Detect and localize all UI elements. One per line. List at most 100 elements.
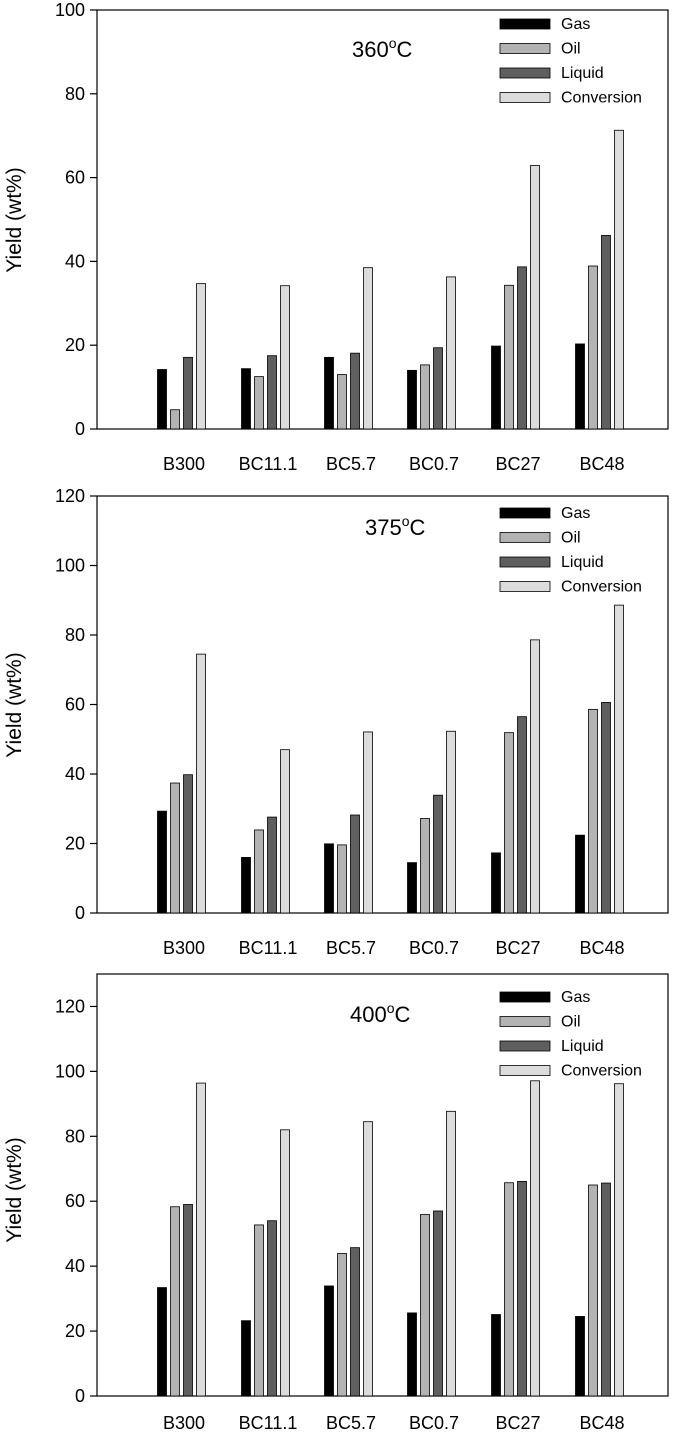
- bar-conversion-bc11-1: [280, 749, 290, 914]
- bar-liquid-bc11-1: [267, 1220, 277, 1397]
- bar-gas-bc11-1: [241, 1320, 251, 1397]
- legend-label-oil: Oil: [561, 1014, 581, 1031]
- legend-swatch-liquid: [499, 556, 551, 568]
- plot-frame: [96, 973, 669, 1397]
- bar-liquid-bc5-7: [350, 1247, 360, 1397]
- bar-gas-bc5-7: [324, 843, 334, 914]
- bar-liquid-b300: [183, 774, 193, 914]
- legend-swatch-liquid: [499, 1040, 551, 1052]
- y-tick-label: 20: [65, 834, 85, 854]
- legend-swatch-conversion: [499, 92, 551, 103]
- bar-gas-bc48: [575, 1316, 585, 1397]
- legend-swatch-gas: [499, 507, 551, 519]
- legend: Gas Oil Liquid Conversion: [499, 989, 642, 1080]
- bar-conversion-bc5-7: [363, 731, 373, 914]
- legend-swatch-oil: [499, 532, 551, 543]
- x-tick-label-bc27: BC27: [495, 454, 540, 474]
- bar-oil-bc0-7: [420, 1214, 430, 1397]
- panel-title: 360oC: [352, 35, 413, 62]
- bar-oil-bc5-7: [337, 1253, 347, 1397]
- x-tick-label-bc48: BC48: [579, 938, 624, 958]
- legend-label-liquid: Liquid: [561, 65, 604, 82]
- bar-gas-bc0-7: [407, 862, 417, 914]
- legend-label-oil: Oil: [561, 530, 581, 547]
- bar-gas-bc11-1: [241, 368, 251, 430]
- bar-oil-bc11-1: [254, 829, 264, 914]
- legend-swatch-gas: [499, 991, 551, 1003]
- bar-gas-bc27: [491, 345, 501, 430]
- x-tick-label-b300: B300: [163, 1413, 205, 1433]
- x-tick-label-bc0-7: BC0.7: [409, 454, 459, 474]
- y-tick-label: 100: [55, 0, 85, 20]
- bar-gas-b300: [157, 1287, 167, 1397]
- chart-panel-360: 0 20 40 60 80 100 Yield (wt%) B300 BC11.1 BC5.7 BC…: [3, 0, 669, 474]
- bar-oil-bc11-1: [254, 1224, 264, 1397]
- legend-label-conversion: Conversion: [561, 579, 642, 596]
- x-tick-label-bc48: BC48: [579, 1413, 624, 1433]
- bar-liquid-b300: [183, 1204, 193, 1397]
- bar-liquid-bc48: [601, 1182, 611, 1397]
- bar-liquid-bc5-7: [350, 352, 360, 430]
- y-tick-label: 20: [65, 1321, 85, 1341]
- y-tick-label: 0: [75, 1386, 85, 1406]
- bar-liquid-bc48: [601, 702, 611, 914]
- legend-swatch-oil: [499, 1016, 551, 1027]
- x-tick-label-b300: B300: [163, 938, 205, 958]
- y-tick-label: 120: [55, 486, 85, 506]
- bar-conversion-bc5-7: [363, 1121, 373, 1397]
- legend-label-conversion: Conversion: [561, 90, 642, 107]
- x-tick-label-bc27: BC27: [495, 1413, 540, 1433]
- bar-oil-bc0-7: [420, 818, 430, 914]
- y-axis-title: Yield (wt%): [3, 1137, 26, 1242]
- plot-frame: [96, 9, 669, 430]
- panel-title-degree: o: [402, 513, 410, 529]
- legend: Gas Oil Liquid Conversion: [499, 16, 642, 107]
- y-tick-label: 80: [65, 1126, 85, 1146]
- bar-oil-bc48: [588, 708, 598, 914]
- bar-oil-bc27: [504, 284, 514, 430]
- bar-gas-bc48: [575, 343, 585, 430]
- bar-conversion-bc27: [530, 165, 540, 430]
- x-tick-label-bc11-1: BC11.1: [239, 1413, 298, 1433]
- y-axis-title: Yield (wt%): [3, 652, 26, 757]
- bar-gas-bc27: [491, 852, 501, 914]
- bar-liquid-bc5-7: [350, 814, 360, 914]
- panel-title-degree: o: [387, 1000, 395, 1016]
- x-tick-label-bc5-7: BC5.7: [326, 454, 376, 474]
- chart-panel-400: 0 20 40 60 80 100 120 Yield (wt%) B300 BC11.1 BC5.…: [3, 973, 669, 1433]
- panel-title-number: 360: [352, 37, 389, 62]
- bar-conversion-bc48: [614, 129, 624, 430]
- bar-gas-bc48: [575, 834, 585, 914]
- bar-conversion-bc0-7: [446, 276, 456, 430]
- y-tick-label: 80: [65, 625, 85, 645]
- x-tick-label-bc11-1: BC11.1: [239, 938, 298, 958]
- legend-swatch-conversion: [499, 1065, 551, 1076]
- y-tick-label: 20: [65, 335, 85, 355]
- bar-conversion-bc0-7: [446, 1110, 456, 1397]
- legend: Gas Oil Liquid Conversion: [499, 505, 642, 596]
- bar-conversion-b300: [196, 1082, 206, 1397]
- y-tick-label: 60: [65, 695, 85, 715]
- panel-title: 400oC: [350, 1000, 411, 1027]
- x-tick-label-bc0-7: BC0.7: [409, 938, 459, 958]
- y-tick-label: 120: [55, 996, 85, 1016]
- y-tick-label: 60: [65, 1191, 85, 1211]
- panel-title-unit: C: [410, 515, 426, 540]
- bar-oil-bc0-7: [420, 364, 430, 430]
- bar-conversion-bc27: [530, 1080, 540, 1397]
- bar-conversion-bc27: [530, 639, 540, 914]
- panel-title-unit: C: [397, 37, 413, 62]
- bar-conversion-bc11-1: [280, 1129, 290, 1397]
- y-tick-label: 80: [65, 84, 85, 104]
- bar-liquid-bc0-7: [433, 347, 443, 430]
- y-tick-label: 40: [65, 1256, 85, 1276]
- x-tick-label-bc11-1: BC11.1: [239, 454, 298, 474]
- bar-conversion-bc11-1: [280, 285, 290, 430]
- legend-label-liquid: Liquid: [561, 554, 604, 571]
- bar-liquid-bc27: [517, 266, 527, 430]
- bar-liquid-b300: [183, 356, 193, 430]
- bar-oil-bc11-1: [254, 376, 264, 430]
- bar-oil-b300: [170, 782, 180, 914]
- legend-swatch-gas: [499, 18, 551, 30]
- y-tick-label: 100: [55, 556, 85, 576]
